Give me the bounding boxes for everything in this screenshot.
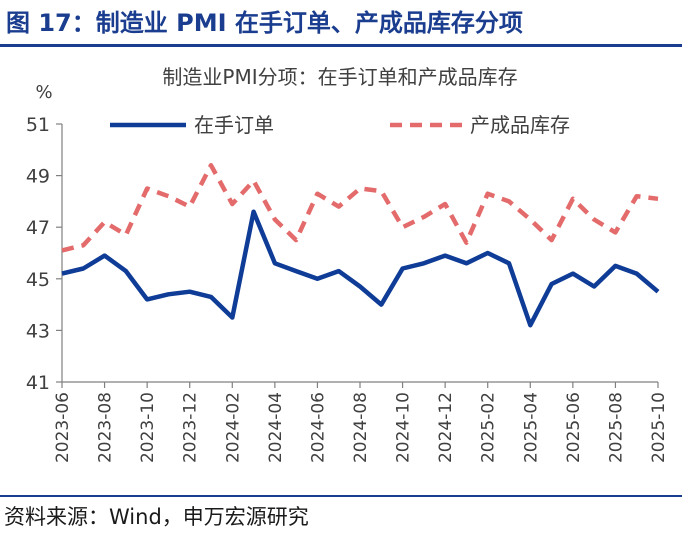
x-tick-label: 2024-06 xyxy=(308,392,328,463)
y-tick-label: 51 xyxy=(26,114,50,136)
legend-label-orders: 在手订单 xyxy=(194,113,274,137)
x-tick-label: 2025-08 xyxy=(606,392,626,463)
y-axis-unit-label: % xyxy=(35,82,52,103)
footer-divider xyxy=(0,495,682,497)
x-tick-label: 2024-10 xyxy=(394,392,414,463)
line-chart: 制造业PMI分项：在手订单和产成品库存 % 在手订单 产成品库存 4143454… xyxy=(26,65,669,463)
y-tick-label: 49 xyxy=(26,166,50,188)
axes: 41 43 45 47 49 51 2023-06 2023-08 2023-10 2023-12… xyxy=(26,114,669,463)
y-tick-label: 45 xyxy=(26,269,50,291)
series-line-orders xyxy=(61,209,660,328)
y-tick-label: 47 xyxy=(26,217,50,239)
x-tick-label: 2023-06 xyxy=(53,392,73,463)
x-tick-label: 2025-02 xyxy=(479,392,499,463)
legend-label-inventory: 产成品库存 xyxy=(470,113,570,137)
x-tick-label: 2024-12 xyxy=(436,392,456,463)
series-layer xyxy=(61,163,660,328)
series-line-inventory xyxy=(61,163,659,253)
x-tick-label: 2023-08 xyxy=(96,392,116,463)
x-tick-label: 2023-10 xyxy=(138,392,158,463)
x-tick-label: 2024-02 xyxy=(223,392,243,463)
x-tick-label: 2025-10 xyxy=(649,392,669,463)
legend: 在手订单 产成品库存 xyxy=(110,113,570,137)
x-tick-label: 2025-06 xyxy=(564,392,584,463)
figure-title: 图 17：制造业 PMI 在手订单、产成品库存分项 xyxy=(6,9,523,37)
x-tick-label: 2024-08 xyxy=(351,392,371,463)
chart-title: 制造业PMI分项：在手订单和产成品库存 xyxy=(162,65,517,89)
y-tick-label: 43 xyxy=(26,320,50,342)
y-tick-label: 41 xyxy=(26,372,50,394)
x-tick-label: 2025-04 xyxy=(521,392,541,463)
x-tick-label: 2023-12 xyxy=(181,392,201,463)
title-divider xyxy=(0,44,682,47)
source-note: 资料来源：Wind，申万宏源研究 xyxy=(4,505,309,529)
x-tick-label: 2024-04 xyxy=(266,392,286,463)
